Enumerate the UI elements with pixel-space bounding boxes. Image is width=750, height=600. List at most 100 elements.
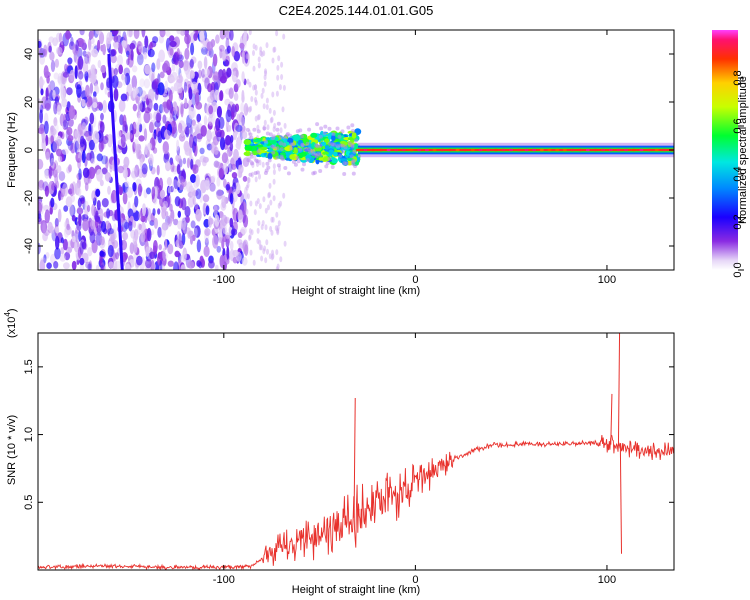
spectrogram-cell	[272, 109, 276, 116]
spectrogram-cell	[39, 109, 43, 124]
spectrogram-cell	[307, 127, 312, 132]
spectrogram-cell	[60, 39, 65, 46]
spectrogram-cell	[267, 149, 273, 153]
spectrogram-cell	[38, 242, 41, 255]
spectrogram-cell	[100, 236, 105, 246]
spectrogram-cell	[132, 182, 137, 192]
spectrogram-cell	[235, 69, 239, 78]
spectrogram-cell	[175, 154, 182, 162]
spectrogram-cell	[38, 46, 43, 59]
spectrogram-cell	[195, 174, 200, 187]
spectrogram-cell	[220, 201, 227, 211]
spectrogram-cell	[38, 127, 45, 134]
spectrogram-cell	[81, 98, 86, 107]
spectrogram-cell	[237, 164, 242, 178]
spectrogram-cell	[295, 129, 300, 134]
spectrogram-cell	[76, 207, 84, 215]
spectrogram-cell	[128, 220, 133, 232]
spectrogram-cell	[49, 226, 55, 234]
spectrogram-cell	[230, 228, 238, 236]
spectrogram-cell	[190, 42, 195, 56]
spectrogram-cell	[38, 180, 45, 191]
spectrogram-cell	[264, 70, 268, 77]
spectrogram-cell	[216, 131, 222, 142]
spectrogram-cell	[255, 159, 260, 164]
spectrogram-cell	[124, 181, 130, 187]
spectrogram-cell	[277, 220, 281, 227]
spectrogram-cell	[257, 56, 261, 63]
spectrogram-cell	[296, 159, 301, 164]
spectrogram-cell	[113, 88, 119, 102]
spectrogram-cell	[119, 44, 123, 55]
spectrogram-cell	[93, 91, 97, 98]
spectrogram-cell	[271, 145, 276, 150]
spectrogram-cell	[228, 87, 234, 99]
y-tick-label: 1.5	[23, 359, 35, 374]
y-tick-label: 20	[23, 96, 35, 108]
spectrogram-cell	[275, 30, 279, 37]
spectrogram-cell	[616, 148, 621, 152]
spectrogram-cell	[295, 155, 300, 160]
spectrogram-cell	[42, 181, 49, 192]
spectrogram-cell	[38, 201, 43, 214]
spectrogram-cell	[163, 93, 169, 103]
snr-spike	[357, 508, 360, 516]
spectrogram-cell	[176, 54, 184, 62]
spectrogram-cell	[319, 126, 324, 131]
spectrogram-cell	[190, 220, 196, 229]
spectrogram-cell	[181, 197, 187, 211]
spectrogram-cell	[354, 138, 359, 143]
spectrogram-cell	[327, 156, 332, 161]
spectrogram-cell	[152, 36, 159, 44]
spectrogram-cell	[245, 208, 249, 215]
spectrogram-cell	[265, 42, 269, 49]
spectrogram-cell	[141, 163, 148, 175]
spectrogram-cell	[240, 226, 247, 235]
spectrogram-cell	[53, 72, 59, 80]
spectrogram-cell	[279, 135, 283, 140]
spectrogram-cell	[268, 191, 271, 198]
spectrogram-cell	[45, 151, 50, 161]
spectrogram-cell	[176, 139, 180, 151]
spectrogram-cell	[242, 175, 248, 182]
spectrogram-cell	[132, 141, 136, 153]
spectrogram-cell	[252, 127, 257, 132]
spectrogram-cell	[271, 216, 275, 223]
spectrogram-cell	[455, 148, 460, 152]
spectrogram-cell	[478, 148, 483, 152]
x-tick-label: 0	[412, 274, 418, 286]
spectrogram-cell	[249, 135, 254, 140]
spectrogram-cell	[258, 173, 261, 180]
spectrogram-cell	[185, 216, 190, 224]
spectrogram-cell	[237, 231, 243, 239]
spectrogram-cell	[122, 232, 129, 241]
spectrogram-cell	[193, 33, 198, 41]
spectrogram-cell	[233, 83, 239, 93]
spectrogram-cell	[230, 135, 234, 144]
spectrogram-cell	[67, 240, 73, 253]
spectrogram-cell	[249, 200, 253, 207]
spectrogram-cell	[154, 78, 159, 85]
spectrogram-cell	[283, 122, 287, 129]
y-tick-label: 40	[23, 48, 35, 60]
spectrogram-cell	[100, 220, 107, 233]
spectrogram-cell	[175, 239, 182, 248]
spectrogram-cell	[276, 263, 280, 270]
spectrogram-cell	[394, 148, 399, 152]
spectrogram-cell	[300, 151, 307, 157]
spectrogram-cell	[279, 127, 283, 134]
spectrogram-cell	[184, 97, 188, 109]
spectrogram-cell	[44, 97, 52, 112]
spectrogram-cell	[185, 126, 190, 138]
spectrogram-cell	[230, 103, 237, 118]
spectrogram-cell	[124, 263, 131, 270]
spectrogram-cell	[378, 148, 383, 152]
spectrogram-cell	[276, 64, 280, 71]
spectrogram-cell	[286, 171, 291, 176]
spectrogram-cell	[275, 146, 280, 151]
spectrogram-cell	[252, 259, 256, 266]
spectrogram-cell	[47, 41, 52, 53]
spectrogram-cell	[201, 74, 207, 83]
spectrogram-cell	[129, 215, 134, 222]
spectrogram-cell	[96, 153, 104, 162]
